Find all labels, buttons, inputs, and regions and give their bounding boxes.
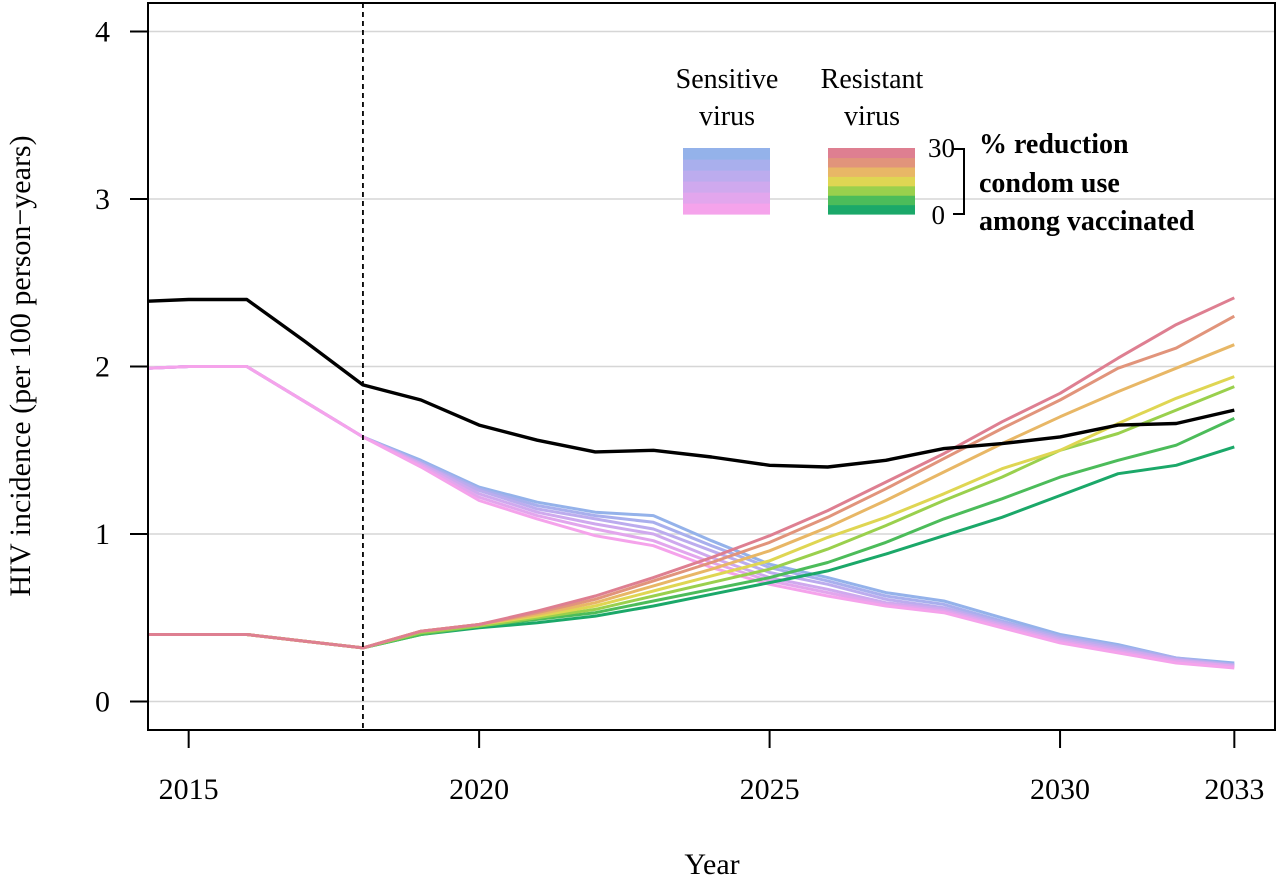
x-axis-ticks: 2015 2020 2025 2030 2033: [159, 730, 1264, 806]
series-lines: [147, 296, 1236, 670]
x-tick-label: 2025: [740, 773, 800, 806]
series-line-resistant-13: [148, 296, 1235, 650]
legend-resistant-gradient: [828, 148, 915, 215]
y-tick-label: 1: [95, 518, 110, 551]
x-axis-title: Year: [684, 848, 739, 878]
legend-color-band: [683, 159, 770, 171]
legend-sensitive-header-line1: Sensitive: [676, 64, 779, 95]
series-line-resistant-11: [148, 343, 1235, 650]
x-tick-label: 2020: [449, 773, 509, 806]
series-line-resistant-9: [148, 385, 1235, 650]
legend-scale-max-label: 30: [928, 133, 955, 163]
x-tick-label: 2030: [1030, 773, 1090, 806]
legend-color-band: [683, 203, 770, 215]
y-axis-ticks: 0 1 2 3 4: [95, 15, 148, 719]
legend-color-band: [683, 181, 770, 193]
legend-color-band: [828, 157, 915, 168]
series-line-resistant-7: [148, 445, 1235, 650]
y-tick-label: 2: [95, 351, 110, 384]
legend-color-band: [828, 185, 915, 196]
legend-color-band: [828, 176, 915, 187]
legend-sensitive-header-line2: virus: [699, 101, 755, 132]
series-line-resistant-10: [148, 375, 1235, 650]
legend-color-band: [683, 170, 770, 182]
legend-scale-title-line2: condom use: [979, 168, 1120, 199]
legend: Sensitive virus Resistant virus 30 0 % r…: [676, 64, 1195, 237]
legend-color-band: [683, 192, 770, 204]
legend-resistant-header-line2: virus: [844, 101, 900, 132]
x-tick-label: 2015: [159, 773, 219, 806]
y-tick-label: 0: [95, 686, 110, 719]
legend-scale-bracket: [953, 148, 965, 215]
y-tick-label: 4: [95, 15, 110, 48]
legend-scale-title-line3: among vaccinated: [979, 206, 1195, 237]
legend-color-band: [683, 148, 770, 160]
legend-color-band: [828, 166, 915, 177]
legend-scale-title-line1: % reduction: [979, 129, 1129, 160]
legend-sensitive-gradient: [683, 148, 770, 215]
legend-color-band: [828, 195, 915, 206]
legend-color-band: [828, 204, 915, 215]
y-tick-label: 3: [95, 183, 110, 216]
series-line-total-0: [147, 297, 1235, 469]
legend-color-band: [828, 148, 915, 159]
series-line-sensitive-6: [147, 365, 1235, 670]
legend-resistant-header-line1: Resistant: [821, 64, 924, 95]
legend-scale-min-label: 0: [932, 200, 946, 230]
x-tick-label: 2033: [1204, 773, 1264, 806]
y-axis-title: HIV incidence (per 100 person−years): [4, 135, 37, 596]
